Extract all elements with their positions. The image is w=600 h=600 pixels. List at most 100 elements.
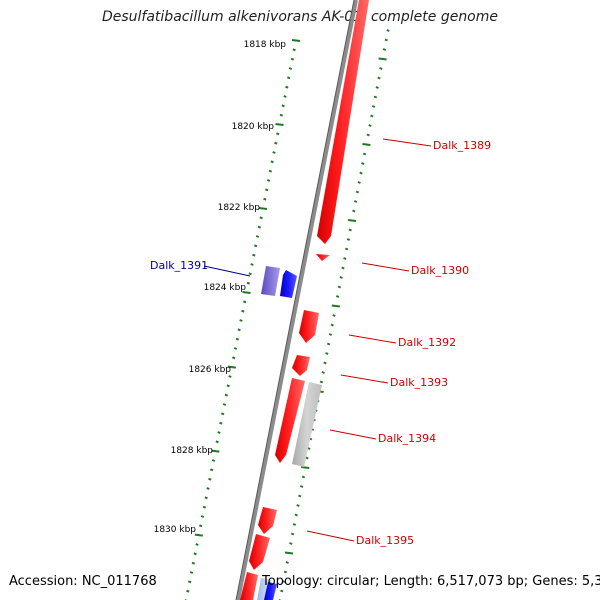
tick-mark — [291, 39, 301, 42]
tick-mark — [299, 485, 304, 488]
tick-mark — [361, 162, 365, 165]
gene-dalk-1391-light[interactable] — [261, 266, 280, 296]
tick-mark — [348, 228, 352, 232]
tick-mark — [332, 314, 336, 317]
tick-mark — [228, 375, 232, 378]
gene-label-dalk-1393[interactable]: Dalk_1393 — [390, 376, 448, 389]
leader-dalk-1393 — [340, 374, 389, 384]
scale-label: 1826 kbp — [189, 365, 232, 375]
tick-mark — [281, 104, 285, 108]
gene-dalk-1394-other[interactable] — [292, 382, 322, 467]
tick-mark — [266, 179, 271, 182]
scale-label: 1830 kbp — [154, 525, 197, 535]
tick-mark — [235, 337, 239, 341]
tick-mark — [194, 533, 203, 537]
tick-mark — [355, 190, 360, 194]
tick-mark — [362, 152, 367, 156]
tick-mark — [319, 380, 324, 384]
tick-mark — [337, 285, 342, 289]
gene-dalk-1390[interactable] — [316, 254, 330, 261]
tick-mark — [370, 114, 374, 118]
tick-mark — [208, 477, 212, 481]
scale-label: 1818 kbp — [244, 40, 287, 50]
tick-mark — [275, 123, 284, 126]
tick-mark — [210, 468, 214, 472]
tick-mark — [250, 263, 254, 266]
gene-dalk-1391[interactable] — [280, 270, 297, 298]
tick-mark — [301, 475, 306, 479]
tick-mark — [357, 181, 361, 184]
gene-dalk-1389[interactable] — [317, 0, 369, 244]
tick-mark — [215, 440, 219, 444]
tick-mark — [195, 543, 199, 546]
tick-mark — [373, 95, 378, 99]
gene-dalk-1393[interactable] — [292, 355, 310, 376]
tick-mark — [323, 361, 327, 365]
gene-dalk-1394[interactable] — [275, 378, 305, 463]
tick-mark — [368, 124, 372, 127]
tick-mark — [226, 384, 230, 388]
tick-mark — [285, 85, 289, 89]
tick-mark — [375, 86, 379, 89]
tick-mark — [224, 393, 228, 397]
gene-label-dalk-1394[interactable]: Dalk_1394 — [378, 432, 436, 445]
gene-dalk-1395[interactable] — [258, 507, 277, 534]
tick-mark — [204, 496, 208, 500]
tick-mark — [276, 132, 280, 136]
tick-mark — [186, 589, 190, 593]
gene-label-dalk-1392[interactable]: Dalk_1392 — [398, 336, 456, 349]
tick-mark — [254, 244, 258, 248]
tick-mark — [331, 304, 340, 308]
tick-mark — [305, 456, 309, 460]
tick-mark — [193, 552, 197, 556]
scale-label: 1822 kbp — [218, 203, 261, 213]
tick-mark — [379, 67, 383, 70]
tick-mark — [211, 459, 216, 462]
tick-mark — [257, 225, 261, 229]
tick-mark — [378, 57, 387, 61]
tick-mark — [377, 76, 381, 80]
tick-mark — [279, 113, 283, 117]
tick-mark — [347, 219, 357, 222]
reverse-strand-ticks — [184, 39, 301, 600]
tick-mark — [346, 238, 351, 241]
tick-mark — [343, 257, 347, 260]
gene-label-dalk-1391[interactable]: Dalk_1391 — [150, 259, 208, 272]
gene-label-dalk-1395[interactable]: Dalk_1395 — [356, 534, 414, 547]
tick-mark — [232, 356, 236, 360]
tick-mark — [325, 352, 329, 355]
gene-label-dalk-1389[interactable]: Dalk_1389 — [433, 139, 491, 152]
tick-mark — [292, 48, 296, 52]
tick-mark — [217, 431, 221, 434]
tick-mark — [189, 571, 194, 574]
tick-mark — [265, 188, 269, 192]
tick-mark — [298, 494, 302, 498]
tick-mark — [222, 403, 227, 406]
tick-mark — [252, 253, 256, 257]
tick-mark — [353, 200, 358, 203]
scale-label: 1824 kbp — [204, 283, 247, 293]
gene-label-dalk-1390[interactable]: Dalk_1390 — [411, 264, 469, 277]
leader-dalk-1392 — [348, 334, 397, 344]
tick-mark — [200, 515, 205, 518]
tick-mark — [384, 38, 388, 42]
tick-mark — [366, 133, 370, 137]
tick-mark — [283, 570, 288, 574]
gene-bottom-blue[interactable] — [264, 582, 277, 600]
tick-mark — [281, 580, 286, 583]
tick-mark — [243, 300, 247, 304]
tick-mark — [202, 505, 206, 509]
gene-dalk-1395-b[interactable] — [249, 534, 270, 570]
tick-mark — [330, 323, 334, 327]
gene-bottom-red[interactable] — [240, 572, 258, 600]
tick-mark — [227, 365, 236, 369]
tick-mark — [268, 169, 272, 173]
tick-mark — [272, 151, 276, 154]
tick-mark — [288, 67, 293, 70]
tick-mark — [290, 532, 295, 536]
gene-dalk-1392[interactable] — [299, 310, 319, 343]
accession-text: Accession: NC_011768 — [9, 574, 157, 589]
tick-mark — [221, 412, 225, 416]
tick-mark — [188, 580, 192, 584]
